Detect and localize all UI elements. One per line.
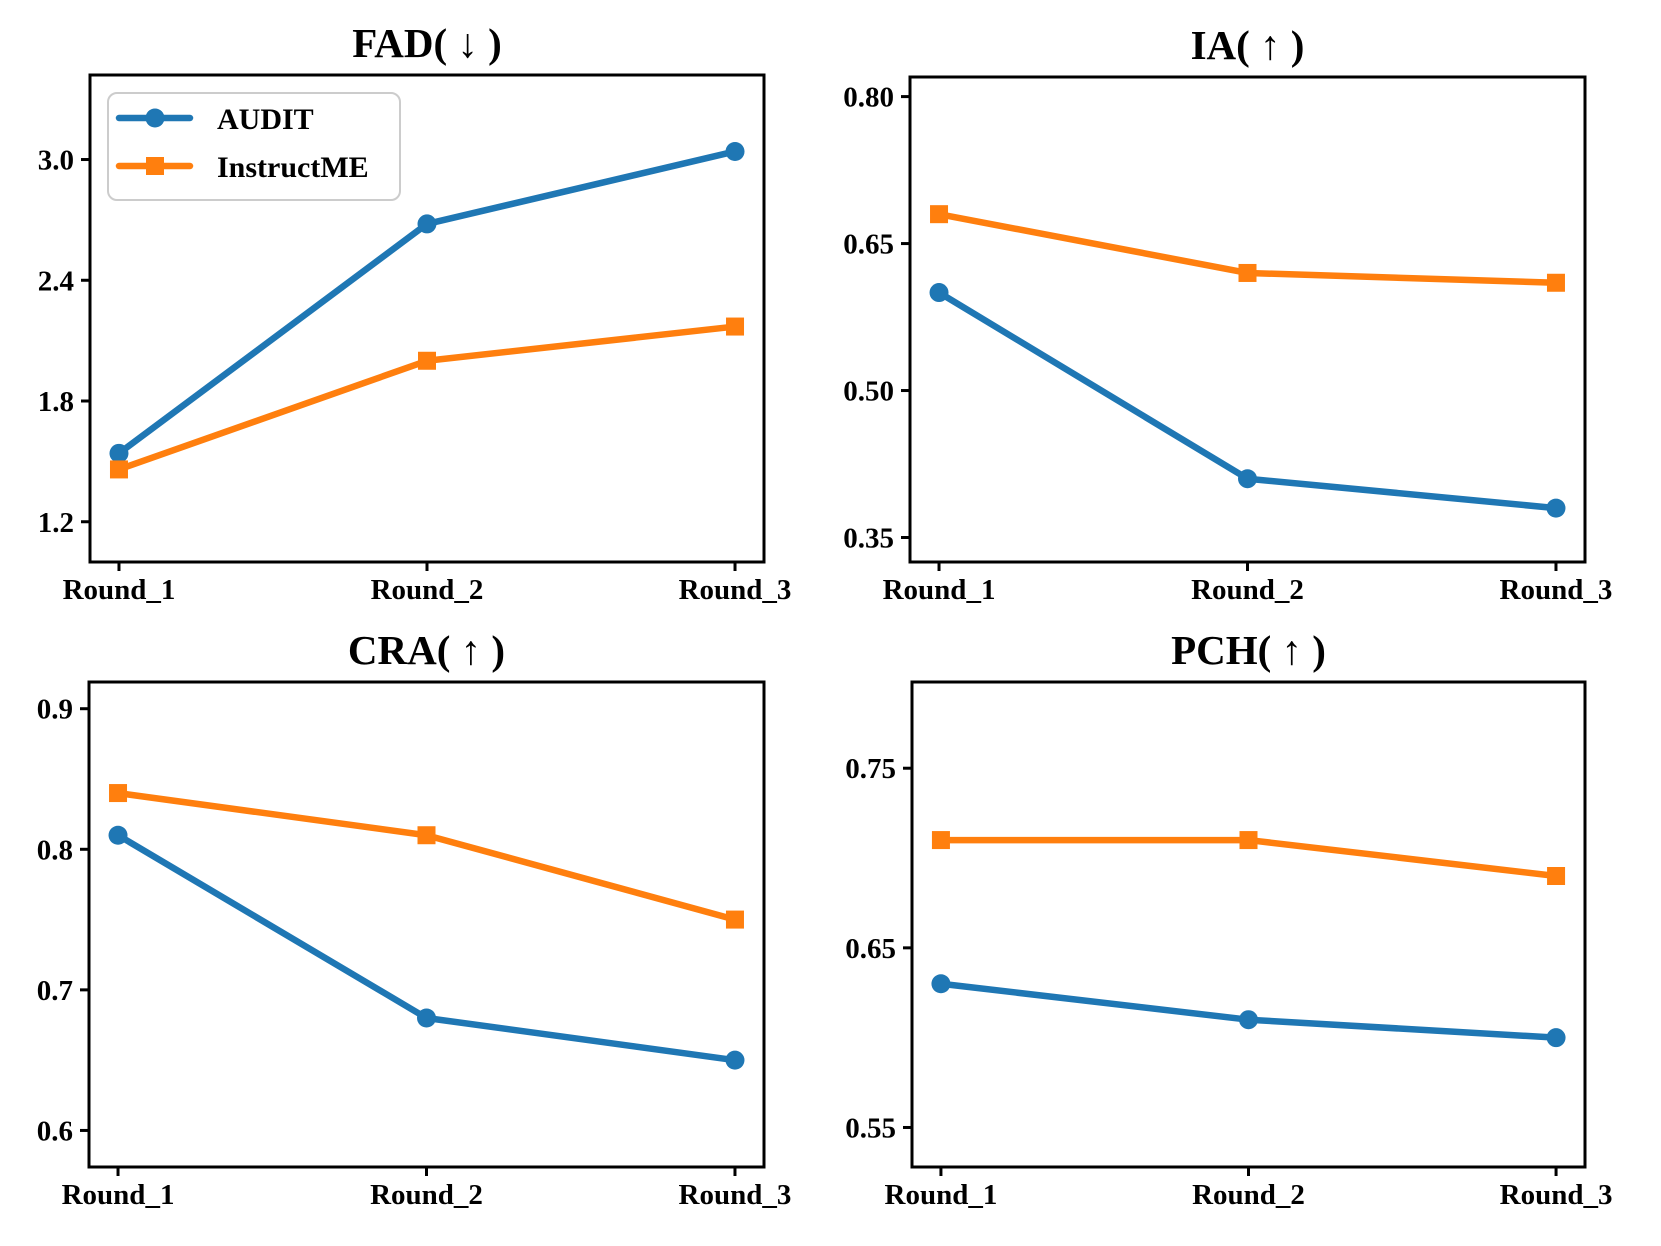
y-tick-label: 0.9 <box>37 694 73 726</box>
fad-chart: FAD( ↓ ) 1.2 1.8 2.4 3.0 Round_1 Round_2 Round_… <box>38 20 792 606</box>
data-point-marker <box>931 831 950 850</box>
plot-frame <box>87 680 766 1169</box>
y-tick-label: 1.2 <box>38 507 74 539</box>
cra-chart: CRA( ↑ ) 0.6 0.7 0.8 0.9 Round_1 Round_2 Round_… <box>37 627 792 1211</box>
x-tick-label: Round_3 <box>679 574 792 606</box>
subplot-ia: IA( ↑ ) 0.35 0.50 0.65 0.80 Round_1 Round_2 Rou… <box>830 0 1661 623</box>
data-point-marker <box>109 443 129 463</box>
subplot-cra: CRA( ↑ ) 0.6 0.7 0.8 0.9 Round_1 Round_2 Round_… <box>0 623 830 1246</box>
data-point-marker <box>108 825 128 845</box>
x-tick-label: Round_1 <box>62 1179 175 1211</box>
y-tick-label: 3.0 <box>38 145 74 177</box>
data-point-marker <box>1238 469 1257 489</box>
chart-title: CRA( ↑ ) <box>348 627 505 673</box>
pch-chart: PCH( ↑ ) 0.55 0.65 0.75 Round_1 Round_2 Round_… <box>845 627 1613 1211</box>
data-point-marker <box>725 910 744 929</box>
data-point-marker <box>417 1008 436 1028</box>
y-tick-label: 0.55 <box>845 1112 896 1144</box>
subplot-pch: PCH( ↑ ) 0.55 0.65 0.75 Round_1 Round_2 Round_… <box>830 623 1661 1246</box>
plot-frame <box>910 680 1587 1169</box>
x-tick-label: Round_1 <box>883 574 996 606</box>
series-line-instructme <box>115 323 739 473</box>
data-point-marker <box>930 205 949 224</box>
series-line-instructme <box>114 789 739 923</box>
x-tick-label: Round_1 <box>885 1179 998 1211</box>
legend-label: InstructME <box>217 151 369 184</box>
x-tick-label: Round_1 <box>63 574 176 606</box>
y-tick-label: 0.8 <box>37 834 73 866</box>
chart-title: IA( ↑ ) <box>1191 22 1305 68</box>
y-tick-label: 0.65 <box>843 229 894 261</box>
y-tick-label: 0.35 <box>843 523 894 555</box>
x-tick-label: Round_3 <box>679 1179 792 1211</box>
y-tick-label: 0.65 <box>845 933 896 965</box>
chart-title: FAD( ↓ ) <box>352 20 502 66</box>
x-tick-label: Round_3 <box>1500 1179 1613 1211</box>
data-point-marker <box>1546 498 1566 518</box>
ia-chart: IA( ↑ ) 0.35 0.50 0.65 0.80 Round_1 Round_2 Rou… <box>843 22 1613 606</box>
y-tick-label: 0.6 <box>37 1115 73 1147</box>
y-tick-label: 0.7 <box>37 975 73 1007</box>
legend-label: AUDIT <box>217 103 314 136</box>
data-point-marker <box>109 784 128 803</box>
data-point-marker <box>109 460 128 479</box>
subplot-fad: FAD( ↓ ) 1.2 1.8 2.4 3.0 Round_1 Round_2 Round_… <box>0 0 830 623</box>
x-tick-label: Round_2 <box>1191 574 1304 606</box>
y-tick-label: 0.75 <box>845 753 896 785</box>
data-point-marker <box>725 1050 745 1070</box>
y-tick-label: 0.80 <box>843 82 894 114</box>
data-point-marker <box>725 141 745 161</box>
x-tick-label: Round_2 <box>371 574 484 606</box>
data-point-marker <box>929 283 949 303</box>
x-tick-label: Round_2 <box>1192 1179 1305 1211</box>
legend-marker <box>146 157 164 175</box>
y-tick-label: 2.4 <box>38 265 74 297</box>
data-point-marker <box>1547 867 1566 885</box>
x-tick-label: Round_2 <box>370 1179 483 1211</box>
data-point-marker <box>1546 273 1565 292</box>
data-point-marker <box>418 351 436 370</box>
y-tick-label: 1.8 <box>38 386 74 418</box>
y-tick-label: 0.50 <box>843 376 894 408</box>
plot-frame <box>908 75 1587 564</box>
data-point-marker <box>1239 831 1258 850</box>
data-point-marker <box>1239 1010 1258 1030</box>
x-tick-label: Round_3 <box>1500 574 1613 606</box>
data-point-marker <box>1238 263 1257 282</box>
data-point-marker <box>931 974 951 994</box>
data-point-marker <box>726 317 745 336</box>
data-point-marker <box>417 214 437 234</box>
data-point-marker <box>1546 1028 1566 1048</box>
legend-marker <box>145 108 165 128</box>
chart-title: PCH( ↑ ) <box>1171 627 1326 673</box>
data-point-marker <box>417 826 436 845</box>
